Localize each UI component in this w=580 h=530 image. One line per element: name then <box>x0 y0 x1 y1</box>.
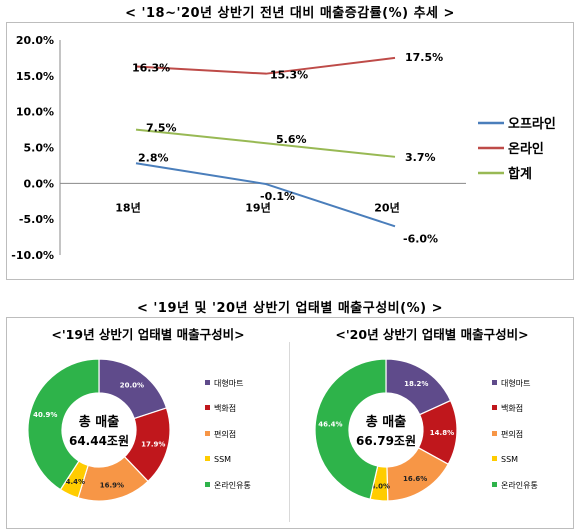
pie-2019-legend-swatch <box>205 456 210 461</box>
data-label: 16.3% <box>132 62 170 75</box>
pie-2020-slice-label: 46.4% <box>318 421 342 429</box>
pie-2019-legend-label: 백화점 <box>214 403 236 413</box>
data-label: 5.6% <box>276 133 307 146</box>
legend-label: 합계 <box>508 166 532 182</box>
pie-2019-legend-swatch <box>205 405 210 410</box>
pie-2020-slice-label: 4.0% <box>371 483 390 491</box>
data-label: 15.3% <box>270 69 308 82</box>
pie-2019-slice-label: 4.4% <box>66 478 85 486</box>
pie-2019-legend-label: SSM <box>214 455 231 464</box>
pie-2019-center-value: 64.44조원 <box>69 434 129 448</box>
pie-2020-legend-label: SSM <box>501 455 518 464</box>
data-label: 3.7% <box>405 151 436 164</box>
pie-2019-slice-label: 17.9% <box>141 441 165 449</box>
pie-2020-legend-swatch <box>492 380 497 385</box>
data-label: 2.8% <box>138 151 169 164</box>
y-tick-label: 10.0% <box>16 106 54 119</box>
series-line-3 <box>135 128 396 158</box>
series-line-1 <box>135 162 396 228</box>
pie-2019-center-label: 총 매출 <box>79 414 119 430</box>
y-tick-label: 0.0% <box>23 177 54 190</box>
y-tick-label: 20.0% <box>16 34 54 47</box>
pie-section-title: < '19년 및 '20년 상반기 업태별 매출구성비(%) > <box>137 301 443 316</box>
pie-2020-center-label: 총 매출 <box>366 414 406 430</box>
line-chart: 20.0% 15.0% 10.0% 5.0% 0.0% -5.0% -10.0% 18년 19년… <box>11 34 556 262</box>
data-label: -6.0% <box>403 232 438 245</box>
pie-2019-legend-label: 대형마트 <box>214 379 243 388</box>
pie-2020-legend-swatch <box>492 456 497 461</box>
pie-2020-legend-label: 백화점 <box>501 403 523 413</box>
pie-2019-legend-swatch <box>205 380 210 385</box>
y-tick-label: -5.0% <box>19 213 54 226</box>
pie-2020-legend-label: 온라인유통 <box>501 480 538 490</box>
pie-2020-slice-label: 16.6% <box>403 475 427 483</box>
pie-2020-legend-swatch <box>492 482 497 487</box>
legend-label: 온라인 <box>508 141 544 157</box>
data-label: -0.1% <box>260 190 295 203</box>
pie-divider <box>289 342 290 522</box>
pie-2020-legend-swatch <box>492 405 497 410</box>
pie-2020-slice-label: 14.8% <box>430 429 454 437</box>
data-label: 17.5% <box>405 51 443 64</box>
y-tick-label: -10.0% <box>11 249 54 262</box>
pie-2019-slice-label: 20.0% <box>120 382 144 390</box>
data-label: 7.5% <box>146 122 177 135</box>
series-line-2 <box>135 56 396 75</box>
pie-2019-slice-label: 40.9% <box>33 411 57 419</box>
line-chart-frame <box>6 22 574 280</box>
pie-2020-title: <'20년 상반기 업태별 매출구성비> <box>335 327 529 342</box>
x-tick-label: 18년 <box>115 200 140 214</box>
pie-2019-legend-swatch <box>205 482 210 487</box>
pie-2020-legend-label: 대형마트 <box>501 379 530 388</box>
pie-2019-legend-label: 편의점 <box>214 429 236 439</box>
pie-2019-legend-label: 온라인유통 <box>214 480 251 490</box>
line-chart-title: < '18~'20년 상반기 전년 대비 매출증감률(%) 추세 > <box>125 6 455 21</box>
x-tick-label: 20년 <box>374 200 399 214</box>
y-tick-label: 15.0% <box>16 70 54 83</box>
pie-2019-slice <box>27 358 100 491</box>
x-tick-label: 19년 <box>245 200 270 214</box>
pie-2020-slice <box>314 358 387 500</box>
legend-label: 오프라인 <box>508 116 556 132</box>
pie-2020-center-value: 66.79조원 <box>356 434 416 448</box>
pie-2020-slice-label: 18.2% <box>404 380 428 388</box>
y-tick-label: 5.0% <box>23 142 54 155</box>
pie-2019-title: <'19년 상반기 업태별 매출구성비> <box>51 327 245 342</box>
pie-2020-legend-label: 편의점 <box>501 429 523 439</box>
pie-2019-legend-swatch <box>205 431 210 436</box>
pie-2019-slice-label: 16.9% <box>100 481 124 489</box>
pie-2020-legend-swatch <box>492 431 497 436</box>
